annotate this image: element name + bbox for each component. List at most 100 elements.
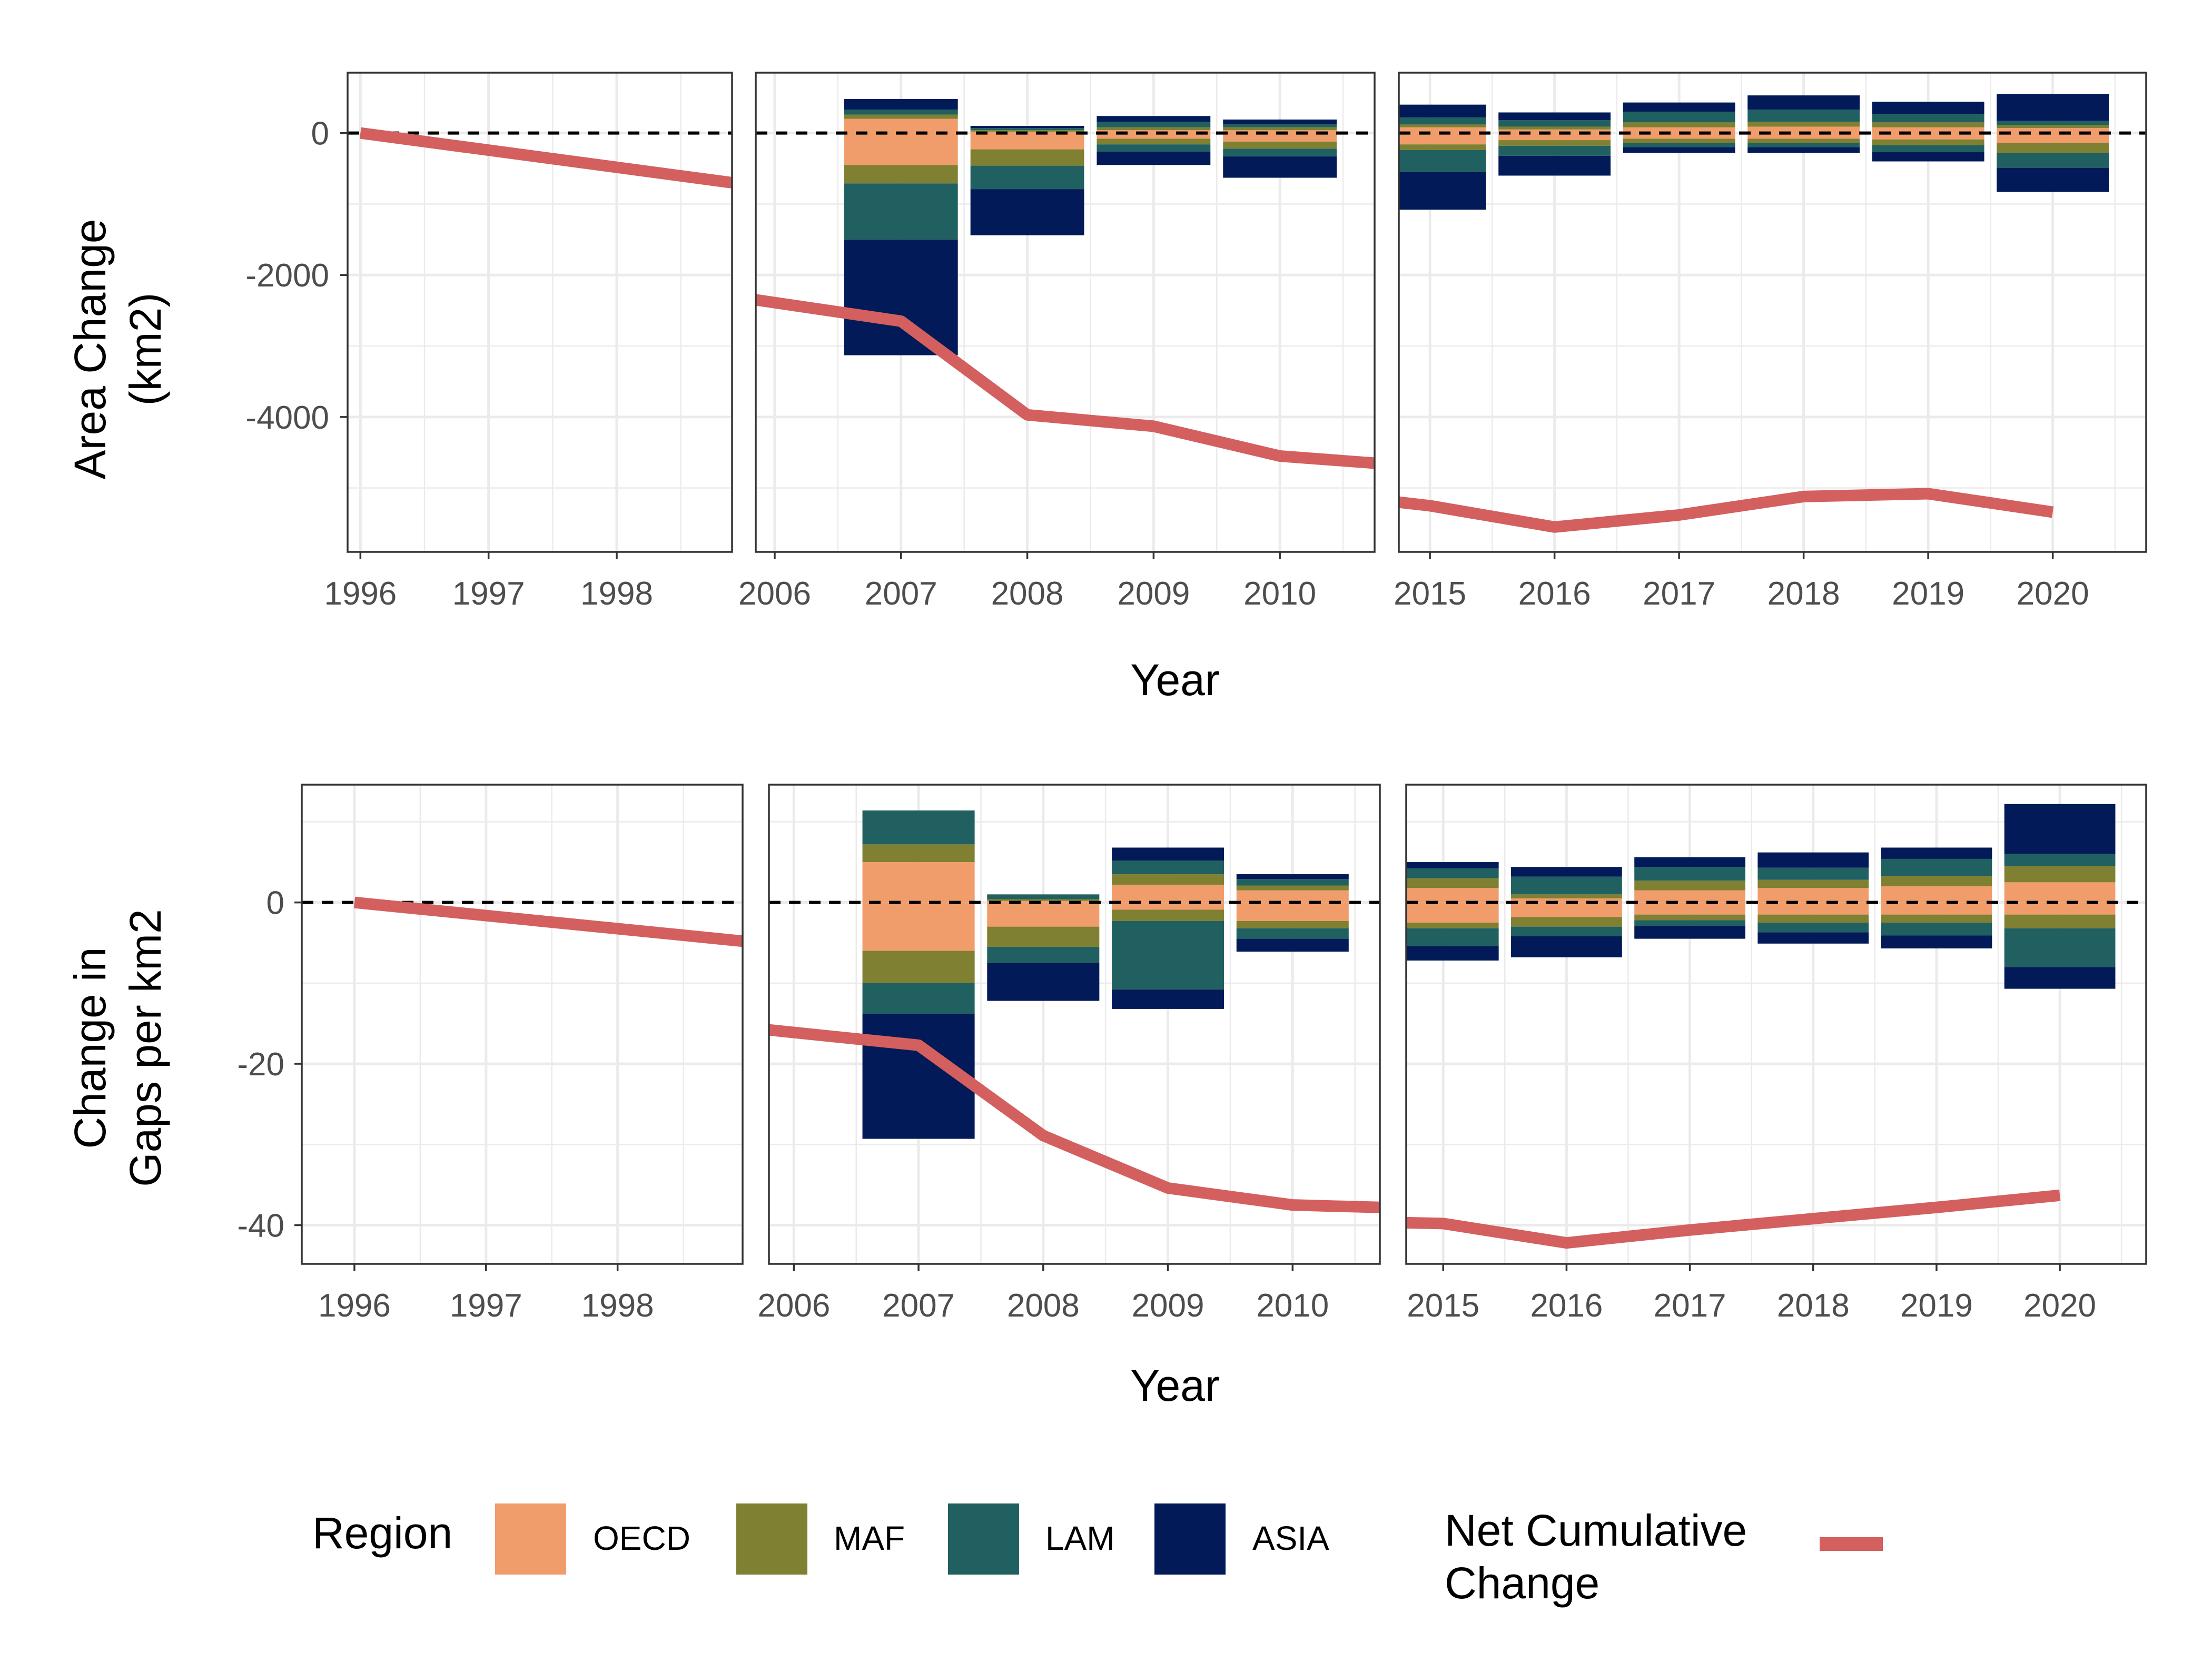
- bar-2019-maf-negative: [1881, 914, 1992, 923]
- bar-2015-lam-negative: [1399, 150, 1486, 172]
- bar-2015-maf-positive: [1406, 878, 1499, 888]
- panel-plot-area: [769, 810, 1380, 1213]
- bar-2009-maf-negative: [1097, 138, 1211, 145]
- bar-2018-maf-negative: [1757, 914, 1869, 923]
- bar-2019-maf-positive: [1881, 876, 1992, 887]
- panel-border: [1405, 784, 2147, 1265]
- chart0-panel-2: 2015 2016 2017 2018 2019 2020: [1394, 72, 2147, 612]
- x-tick-label-2017: 2017: [1654, 1288, 1726, 1324]
- bar-2016-lam-negative: [1498, 145, 1611, 156]
- legend-label-lam: LAM: [1045, 1519, 1115, 1557]
- bar-2016-maf-positive: [1498, 126, 1611, 130]
- bar-2015-oecd-positive: [1406, 888, 1499, 903]
- bar-2015-maf-negative: [1406, 922, 1499, 928]
- bar-2009-oecd-negative: [1112, 902, 1224, 910]
- bar-2019-oecd-positive: [1881, 886, 1992, 903]
- legend: Region OECD MAF LAM ASIA Net Cumulative …: [312, 1503, 1883, 1608]
- bar-2019-lam-positive: [1872, 114, 1984, 123]
- bar-2010-oecd-positive: [1236, 890, 1349, 903]
- legend-key-asia: [1154, 1503, 1226, 1575]
- bar-2015-oecd-negative: [1399, 133, 1486, 145]
- top-y-axis-title-line1: Area Change: [65, 219, 115, 479]
- bar-2017-oecd-negative: [1634, 902, 1745, 915]
- bar-2015-lam-positive: [1399, 117, 1486, 125]
- bottom-x-axis-title: Year: [1130, 1361, 1220, 1410]
- bar-2015-lam-positive: [1406, 868, 1499, 878]
- bar-2016-oecd-negative: [1498, 133, 1611, 141]
- x-tick-label-2010: 2010: [1243, 576, 1316, 612]
- bar-2008-maf-negative: [970, 149, 1084, 166]
- bar-2018-lam-negative: [1757, 922, 1869, 933]
- panel-border: [1398, 72, 2147, 553]
- y-tick-label: -20: [237, 1046, 284, 1083]
- bar-2017-maf-negative: [1623, 138, 1735, 143]
- bar-2018-maf-positive: [1757, 879, 1869, 888]
- net-cumulative-change-line: [359, 127, 732, 189]
- bar-2019-oecd-negative: [1881, 902, 1992, 915]
- bar-2019-asia-positive: [1881, 847, 1992, 859]
- chart1-panel-0: 1996 1997 1998 0 -20 -40: [237, 784, 744, 1324]
- bar-2016-lam-negative: [1511, 926, 1622, 937]
- chart0-panel-0: 1996 1997 1998 0 -2000 -4000: [245, 72, 733, 612]
- bar-2007-oecd-positive: [844, 118, 958, 133]
- bar-2009-asia-negative: [1097, 151, 1211, 165]
- top-y-axis-title-line2: (km2): [121, 293, 170, 406]
- bar-2009-oecd-negative: [1097, 133, 1211, 139]
- bar-2016-lam-positive: [1511, 876, 1622, 895]
- bar-2010-maf-negative: [1223, 141, 1337, 149]
- x-tick-label-2016: 2016: [1530, 1288, 1603, 1324]
- bar-2009-maf-positive: [1097, 127, 1211, 131]
- x-tick-label-2007: 2007: [865, 576, 937, 612]
- bar-2019-oecd-positive: [1872, 127, 1984, 133]
- bar-2009-lam-negative: [1112, 921, 1224, 990]
- bar-2020-oecd-positive: [2004, 882, 2116, 903]
- bar-2008-lam-positive: [987, 894, 1100, 899]
- x-tick-label-2019: 2019: [1892, 576, 1964, 612]
- panel-plot-area: [756, 98, 1375, 469]
- bar-2018-maf-negative: [1747, 138, 1860, 143]
- y-tick-label: -40: [237, 1208, 284, 1244]
- bar-2018-asia-positive: [1757, 852, 1869, 868]
- panel-plot-area: [302, 896, 743, 947]
- bar-2010-lam-negative: [1236, 928, 1349, 939]
- chart0-panel-1: 2006 2007 2008 2009 2010: [738, 72, 1376, 612]
- x-tick-label-2018: 2018: [1777, 1288, 1850, 1324]
- bar-2018-oecd-negative: [1757, 902, 1869, 915]
- x-tick-label-1998: 1998: [581, 1288, 654, 1324]
- x-tick-label-2020: 2020: [2023, 1288, 2096, 1324]
- bar-2017-maf-positive: [1623, 122, 1735, 127]
- bar-2010-maf-negative: [1236, 921, 1349, 928]
- bar-2017-lam-negative: [1623, 143, 1735, 147]
- legend-key-maf: [736, 1503, 807, 1575]
- bar-2017-asia-negative: [1623, 147, 1735, 153]
- x-tick-label-2020: 2020: [2017, 576, 2089, 612]
- bar-2009-asia-positive: [1097, 116, 1211, 122]
- x-tick-label-2008: 2008: [1007, 1288, 1080, 1324]
- bar-2010-oecd-negative: [1236, 902, 1349, 921]
- bar-2007-asia-positive: [844, 98, 958, 110]
- legend-label-asia: ASIA: [1252, 1519, 1329, 1557]
- bar-2009-oecd-positive: [1112, 884, 1224, 903]
- bar-2018-asia-negative: [1757, 932, 1869, 944]
- panel-plot-area: [348, 127, 732, 189]
- bar-2017-asia-negative: [1634, 926, 1745, 939]
- bar-2007-asia-negative: [844, 239, 958, 355]
- bar-2010-maf-positive: [1236, 885, 1349, 891]
- bar-2016-asia-negative: [1498, 155, 1611, 176]
- bar-2017-lam-positive: [1623, 112, 1735, 123]
- x-tick-label-2006: 2006: [738, 576, 811, 612]
- area-change-chart: Area Change (km2) Year 1996 1997 1998 0 -200…: [65, 72, 2147, 705]
- bar-2018-asia-positive: [1747, 95, 1860, 110]
- panel-plot-area: [1399, 94, 2146, 533]
- legend-region-title: Region: [312, 1508, 452, 1558]
- panel-background: [769, 785, 1380, 1264]
- net-cumulative-change-line: [1406, 1189, 2061, 1249]
- bar-2015-asia-positive: [1399, 104, 1486, 117]
- net-cumulative-change-line: [756, 294, 1375, 469]
- net-cumulative-change-line: [1399, 488, 2054, 533]
- bar-2008-lam-negative: [987, 946, 1100, 963]
- bar-2020-lam-negative: [2004, 928, 2116, 967]
- panel-border: [301, 784, 744, 1265]
- x-tick-label-2015: 2015: [1394, 576, 1466, 612]
- bar-2016-oecd-positive: [1511, 898, 1622, 903]
